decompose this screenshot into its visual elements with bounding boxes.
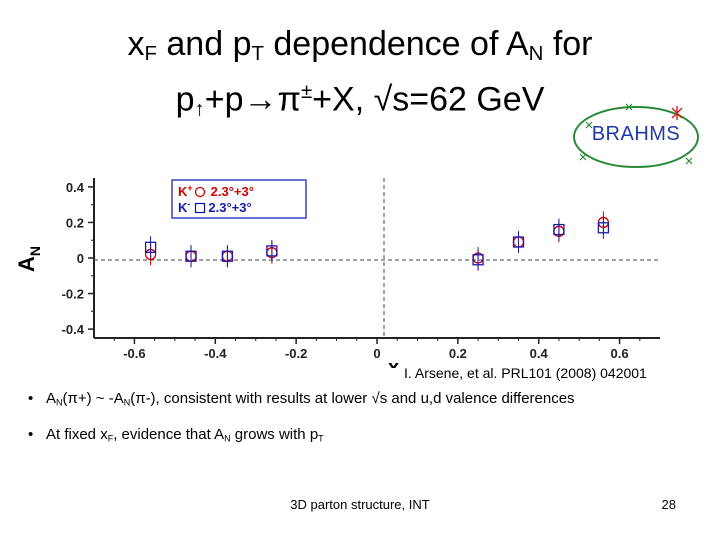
legend-entry-kminus: K- 2.3°+3°: [178, 199, 252, 215]
x-tick-label: -0.6: [123, 346, 145, 361]
bullet-dot: •: [28, 426, 34, 444]
y-tick-label: 0.2: [66, 215, 84, 230]
x-tick-label: 0: [373, 346, 380, 361]
bullet-item-2: • At fixed xF, evidence that AN grows wi…: [28, 426, 324, 444]
y-tick-label: 0: [77, 251, 84, 266]
bullet-list: • AN(π+) ~ -AN(π-), consistent with resu…: [28, 390, 708, 463]
y-axis-label: AN: [14, 246, 43, 272]
legend-marker-square: [194, 202, 206, 214]
an-chart: 0.4 0.2 0 -0.2 -0.4 -0.6 -0.4 -0.2 0 0.2 0.4 0.6 A…: [14, 178, 660, 368]
data-point-square: [597, 222, 610, 234]
x-axis-label: xF: [388, 357, 407, 368]
page-number: 28: [661, 497, 676, 512]
x-tick-label: 0.2: [449, 346, 467, 361]
data-point-square: [472, 254, 484, 266]
footer-text: 3D parton structure, INT: [290, 497, 430, 512]
slide-title-line1: xF and pT dependence of AN for: [127, 25, 593, 66]
x-tick-label: -0.4: [204, 346, 227, 361]
legend-marker-circle: [194, 186, 206, 198]
data-point-square: [266, 245, 278, 257]
data-points: [144, 211, 610, 271]
legend-entry-kplus: K+ 2.3°+3°: [178, 183, 254, 199]
x-tick-label: 0.6: [611, 346, 629, 361]
y-tick-label: -0.4: [62, 322, 85, 337]
legend-box: [171, 179, 307, 219]
x-tick-label: -0.2: [285, 346, 307, 361]
data-point-square: [512, 236, 525, 248]
y-ticks: 0.4 0.2 0 -0.2 -0.4: [62, 180, 94, 337]
x-ticks: -0.6 -0.4 -0.2 0 0.2 0.4 0.6: [113, 338, 641, 361]
chart-legend: K+ 2.3°+3° K- 2.3°+3°: [171, 179, 307, 219]
slide-title-line2: p↑+p→π±+X, √s=62 GeV: [175, 80, 545, 121]
bullet-dot: •: [28, 390, 34, 407]
data-point-square: [144, 241, 157, 253]
y-tick-label: -0.2: [62, 287, 84, 302]
data-point-square: [185, 250, 197, 262]
x-tick-label: 0.4: [530, 346, 549, 361]
logo-label: BRAHMS: [591, 123, 681, 145]
bullet-item-1: • AN(π+) ~ -AN(π-), consistent with resu…: [28, 390, 575, 408]
brahms-logo: BRAHMS: [566, 96, 706, 174]
data-point-square: [553, 223, 565, 236]
y-tick-label: 0.4: [66, 180, 85, 195]
citation: I. Arsene, et al. PRL101 (2008) 042001: [404, 365, 647, 381]
data-point-square: [221, 250, 234, 262]
